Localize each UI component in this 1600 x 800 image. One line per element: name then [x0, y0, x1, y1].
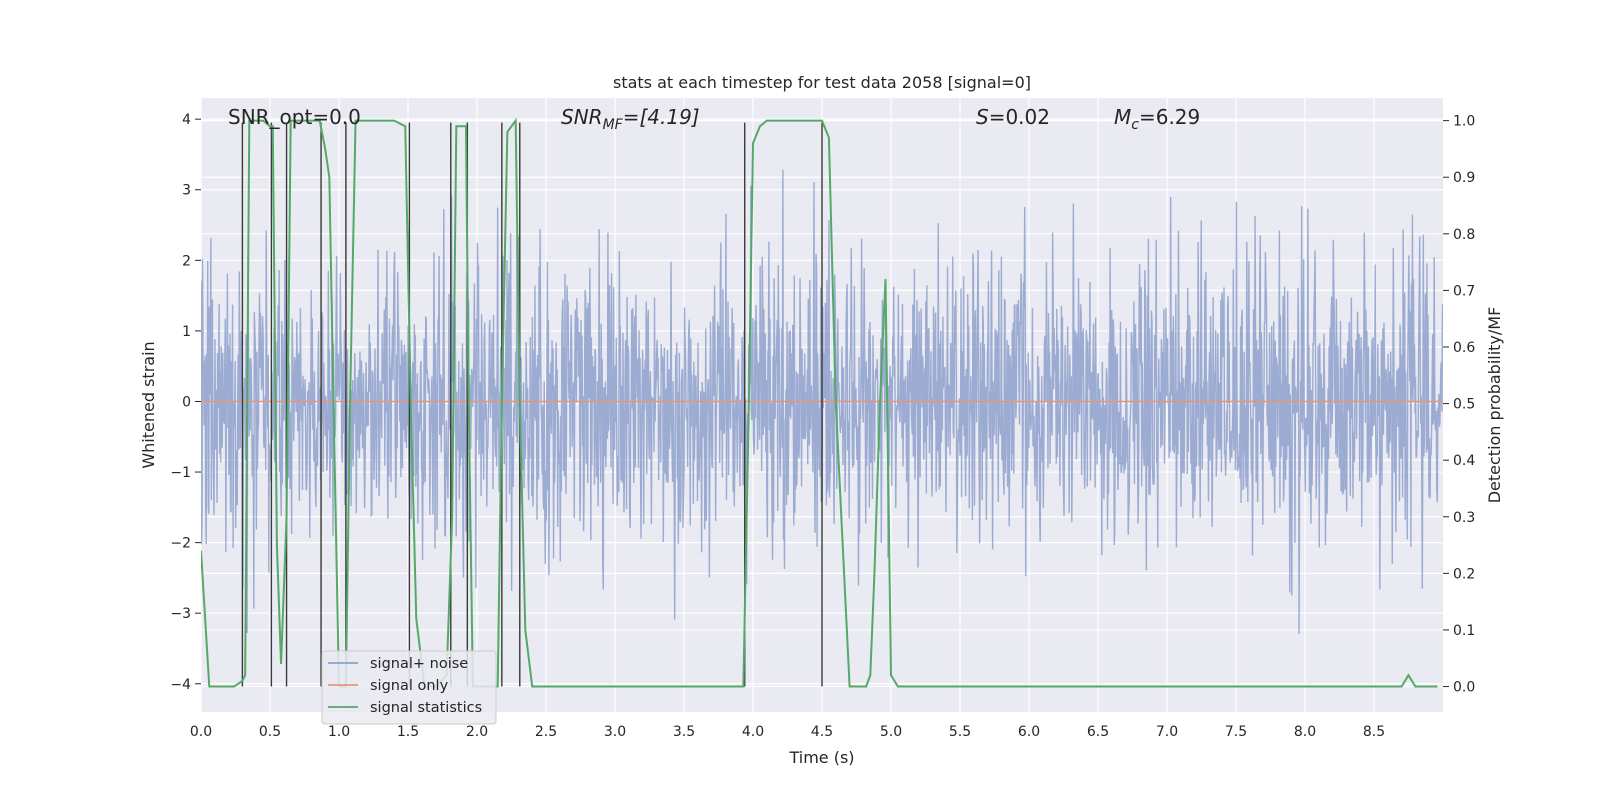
y2-tick-label: 0.2 [1453, 566, 1475, 582]
y2-tick-label: 0.6 [1453, 340, 1475, 356]
y2-axis-ticks: 0.0 0.1 0.2 0.3 0.4 0.5 0.6 0.7 0.8 0.9 1.0 [1443, 114, 1475, 696]
x-tick-label: 4.5 [811, 724, 833, 740]
y2-tick-label: 0.7 [1453, 283, 1475, 299]
y-axis-title: Whitened strain [139, 341, 158, 468]
y-tick-label: 2 [182, 253, 191, 269]
x-tick-label: 3.5 [673, 724, 695, 740]
x-tick-label: 6.0 [1018, 724, 1040, 740]
y-tick-label: −3 [170, 606, 191, 622]
x-tick-label: 8.5 [1363, 724, 1385, 740]
x-tick-label: 0.0 [190, 724, 212, 740]
y-tick-label: −4 [170, 677, 191, 693]
x-tick-label: 0.5 [259, 724, 281, 740]
x-tick-label: 2.5 [535, 724, 557, 740]
annotation-snr-mf: SNRMF=[4.19] [561, 105, 700, 133]
x-axis-ticks: 0.0 0.5 1.0 1.5 2.0 2.5 3.0 3.5 4.0 4.5 5.0 5.5 6.0 6… [190, 724, 1385, 740]
y-tick-label: 1 [182, 324, 191, 340]
legend-label-signal-statistics: signal statistics [370, 700, 482, 716]
legend: signal+ noise signal only signal statist… [321, 650, 497, 725]
annotation-snr-opt: SNR_opt=0.0 [228, 105, 361, 129]
x-tick-label: 5.5 [949, 724, 971, 740]
y2-tick-label: 1.0 [1453, 114, 1475, 130]
signal-statistics-series [201, 117, 1438, 688]
chart-title: stats at each timestep for test data 205… [613, 73, 1031, 92]
annotation-s: S=0.02 [976, 105, 1050, 129]
y2-tick-label: 0.8 [1453, 227, 1475, 243]
y-tick-label: 3 [182, 183, 191, 199]
y-tick-label: 4 [182, 112, 191, 128]
x-tick-label: 8.0 [1294, 724, 1316, 740]
y2-tick-label: 0.5 [1453, 397, 1475, 413]
y2-tick-label: 0.0 [1453, 680, 1475, 696]
annotations: SNR_opt=0.0 SNRMF=[4.19] S=0.02 Mc=6.29 [228, 105, 1200, 133]
y-tick-label: −1 [170, 465, 191, 481]
x-tick-label: 1.0 [328, 724, 350, 740]
y2-tick-label: 0.1 [1453, 623, 1475, 639]
legend-label-signal-noise: signal+ noise [370, 656, 468, 672]
x-tick-label: 1.5 [397, 724, 419, 740]
y2-tick-label: 0.9 [1453, 170, 1475, 186]
y-tick-label: −2 [170, 536, 191, 552]
legend-label-signal-only: signal only [370, 678, 449, 694]
y-axis-ticks: 4 3 2 1 0 −1 −2 −3 −4 [170, 112, 201, 693]
x-tick-label: 5.0 [880, 724, 902, 740]
y2-axis-title: Detection probability/MF [1485, 307, 1504, 504]
annotation-mc: Mc=6.29 [1114, 105, 1200, 133]
legend-box [321, 650, 497, 725]
x-tick-label: 3.0 [604, 724, 626, 740]
x-tick-label: 6.5 [1087, 724, 1109, 740]
x-tick-label: 7.5 [1225, 724, 1247, 740]
x-axis-title: Time (s) [788, 748, 854, 767]
x-tick-label: 7.0 [1156, 724, 1178, 740]
x-tick-label: 2.0 [466, 724, 488, 740]
y2-tick-label: 0.3 [1453, 510, 1475, 526]
y-tick-label: 0 [182, 394, 191, 410]
x-tick-label: 4.0 [742, 724, 764, 740]
y2-tick-label: 0.4 [1453, 453, 1475, 469]
